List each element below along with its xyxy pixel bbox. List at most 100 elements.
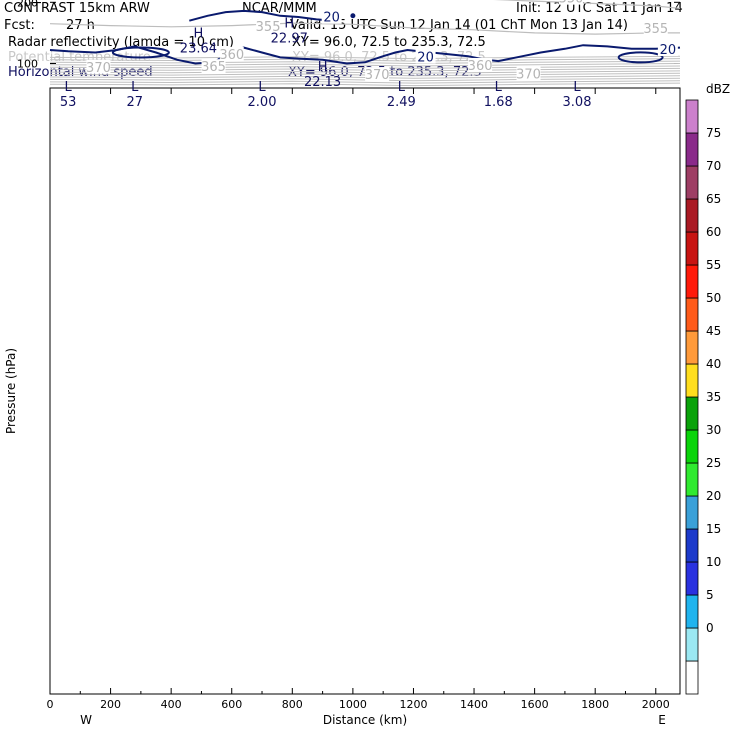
wind-label: 20: [660, 43, 677, 58]
colorbar: 0 5 10 15 20 25 30 35 40 45 50 55 60 65 70 75 dBZ: [685, 82, 730, 695]
colorbar-label: 65: [706, 192, 721, 206]
theta-label: 365: [201, 60, 226, 75]
theta-label: 370: [86, 61, 111, 76]
colorbar-label: 0: [706, 621, 714, 635]
theta-label-bg: [201, 59, 226, 74]
colorbar-swatch: [685, 198, 699, 233]
colorbar-label: 15: [706, 522, 721, 536]
wind-extremum-value: 27: [127, 95, 144, 110]
wind-label: 20: [417, 50, 434, 65]
theta-band-line: [49, 82, 681, 87]
colorbar-swatch: [685, 132, 699, 167]
wind-extremum-marker: L: [573, 80, 581, 95]
theta-label: 355: [643, 22, 668, 37]
theta-band-line: [49, 65, 681, 69]
wind-contour-loop: [111, 46, 170, 59]
forecast-label: Fcst:: [4, 18, 35, 33]
x-tick-label: 1200: [399, 698, 427, 711]
theta-label-bg: [86, 59, 111, 74]
x-tick-label: 1000: [339, 698, 367, 711]
theta-band-line: [49, 70, 681, 74]
theta-contours: [49, 0, 681, 87]
x-tick-label: 600: [221, 698, 242, 711]
wind-extremum-marker: L: [398, 80, 406, 95]
wind-extremum-value: 23.64: [180, 42, 217, 57]
theta-label-bg: [219, 46, 244, 61]
y-axis-title: Pressure (hPa): [4, 348, 18, 434]
x-tick-label: 400: [161, 698, 182, 711]
x-tick-label: 800: [282, 698, 303, 711]
colorbar-label: 55: [706, 258, 721, 272]
wind-extremum-value: 3.08: [563, 95, 592, 110]
colorbar-swatch: [685, 594, 699, 629]
y-tick-label: 200: [17, 0, 38, 9]
colorbar-label: 35: [706, 390, 721, 404]
colorbar-label: 30: [706, 423, 721, 437]
colorbar-label: 75: [706, 126, 721, 140]
colorbar-label: 5: [706, 588, 714, 602]
wind-contour-loop: [617, 51, 664, 64]
theta-label-bg: [643, 21, 668, 36]
field-reflectivity-xy: XY= 96.0, 72.5 to 235.3, 72.5: [292, 35, 486, 50]
wind-extremum-value: 53: [60, 95, 77, 110]
theta-label-bg: [365, 67, 390, 82]
theta-label: 355: [256, 20, 281, 35]
colorbar-swatch: [685, 165, 699, 200]
x-tick-label: 1600: [521, 698, 549, 711]
colorbar-swatch: [685, 495, 699, 530]
theta-band-line: [49, 80, 681, 84]
theta-band-line: [49, 58, 681, 62]
x-tick-label: 0: [47, 698, 54, 711]
theta-band-line: [49, 77, 681, 82]
colorbar-swatch: [685, 396, 699, 431]
wind-contour-dot: [350, 13, 356, 19]
colorbar-unit: dBZ: [706, 82, 730, 96]
colorbar-swatch: [685, 429, 699, 464]
colorbar-swatch: [685, 561, 699, 596]
colorbar-label: 50: [706, 291, 721, 305]
colorbar-label: 60: [706, 225, 721, 239]
theta-label: 370: [365, 68, 390, 83]
colorbar-label: 40: [706, 357, 721, 371]
wind-label-bg: [657, 42, 678, 57]
chart-annotations: 3053053103103103153153153153203203203203…: [60, 0, 678, 110]
theta-band-line: [49, 63, 681, 67]
colorbar-swatch: [685, 660, 699, 695]
x-tick-label: 1800: [581, 698, 609, 711]
colorbar-label: 25: [706, 456, 721, 470]
theta-band-line: [49, 75, 681, 79]
theta-label: 350: [559, 0, 584, 7]
theta-label: 360: [468, 59, 493, 74]
x-tick-label: 1400: [460, 698, 488, 711]
wind-contours: [49, 9, 681, 65]
wind-extremum-value: 1.68: [484, 95, 513, 110]
wind-contour-20: [189, 9, 335, 22]
field-reflectivity-name: Radar reflectivity (lamda = 10 cm): [8, 35, 234, 50]
theta-band-line: [49, 72, 681, 77]
wind-extremum-marker: L: [495, 80, 503, 95]
model-title: CONTRAST 15km ARW: [4, 1, 150, 16]
colorbar-swatch: [685, 462, 699, 497]
plot-area: [49, 87, 681, 695]
theta-label-bg: [516, 66, 541, 81]
colorbar-swatch: [685, 627, 699, 662]
wind-extremum-value: 22.13: [304, 75, 341, 90]
colorbar-swatch: [685, 99, 699, 134]
wind-label-bg: [415, 49, 436, 64]
wind-extremum-value: 22.97: [271, 32, 308, 47]
wind-extremum-value: 2.00: [248, 95, 277, 110]
east-label: E: [658, 713, 666, 727]
colorbar-label: 70: [706, 159, 721, 173]
x-axis-title: Distance (km): [323, 713, 407, 727]
colorbar-swatch: [685, 330, 699, 365]
valid-time: Valid: 15 UTC Sun 12 Jan 14 (01 ChT Mon …: [290, 18, 628, 33]
theta-contour-355: [49, 22, 680, 35]
colorbar-swatch: [685, 363, 699, 398]
x-tick-label: 200: [100, 698, 121, 711]
axis-ticks: 0 200 400 600 800 1000 1200 1400 1600 1800 2000 100…: [4, 0, 680, 727]
wind-extremum-value: 2.49: [387, 95, 416, 110]
theta-label: 370: [516, 68, 541, 83]
wind-extremum-marker: H: [194, 27, 204, 42]
wind-extremum-marker: H: [318, 60, 328, 75]
